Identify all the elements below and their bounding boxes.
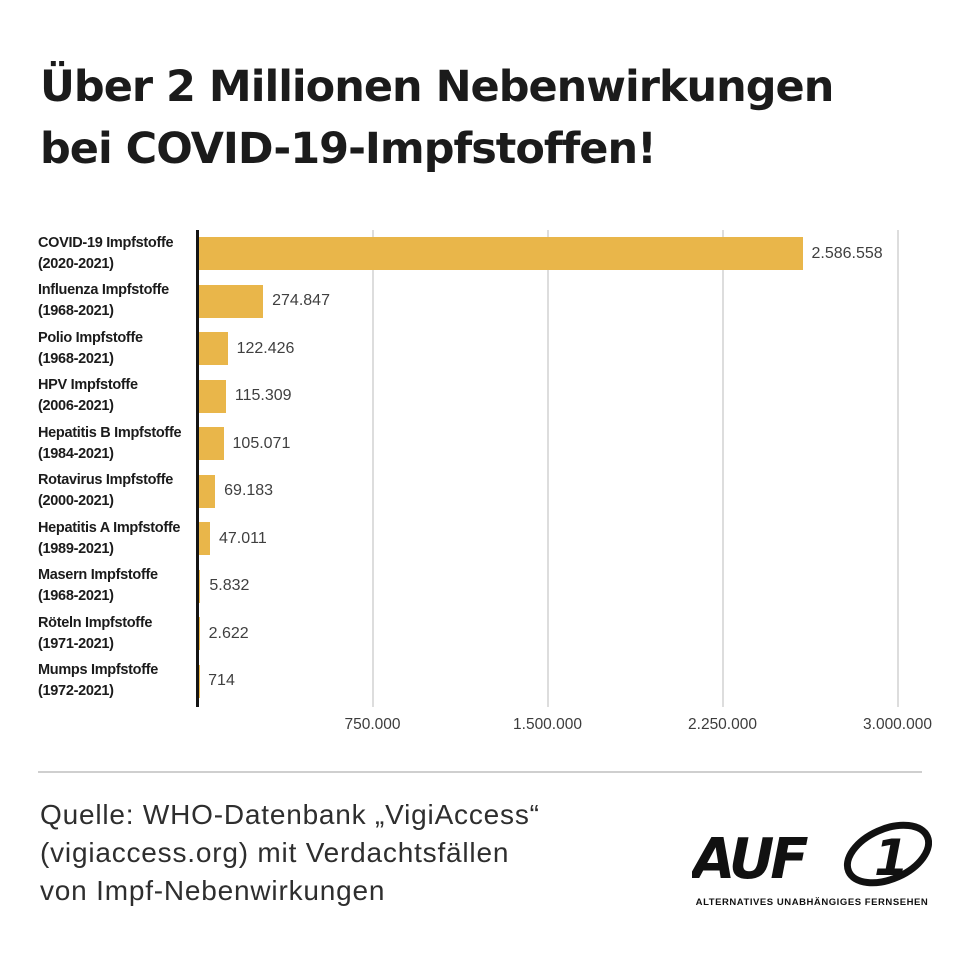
category-name: Hepatitis B Impfstoffe <box>38 424 182 441</box>
source-line-2: (vigiaccess.org) mit Verdachtsfällen <box>40 837 510 868</box>
chart-row: Röteln Impfstoffe (1971-2021) 2.622 <box>38 610 928 658</box>
category-label: Influenza Impfstoffe (1968-2021) <box>38 280 196 322</box>
value-label: 115.309 <box>234 387 292 405</box>
chart-row: Polio Impfstoffe (1968-2021) 122.426 <box>38 325 928 373</box>
value-label: 105.071 <box>232 434 291 452</box>
category-name: COVID-19 Impfstoffe <box>38 234 174 251</box>
category-name: Masern Impfstoffe <box>38 567 158 584</box>
value-label: 2.586.558 <box>811 244 883 262</box>
value-label: 122.426 <box>236 339 295 357</box>
bar <box>199 427 224 461</box>
plot-cell: 5.832 <box>196 563 928 611</box>
category-label: Röteln Impfstoffe (1971-2021) <box>38 613 196 655</box>
chart-row: Mumps Impfstoffe (1972-2021) 714 <box>38 658 928 706</box>
chart-row: Rotavirus Impfstoffe (2000-2021) 69.183 <box>38 468 928 516</box>
plot-cell: 2.586.558 <box>196 230 928 278</box>
category-name: Rotavirus Impfstoffe <box>38 472 173 489</box>
source-text: Quelle: WHO-Datenbank „VigiAccess“ (vigi… <box>40 796 540 910</box>
category-years: (2000-2021) <box>38 493 114 510</box>
chart-row: COVID-19 Impfstoffe (2020-2021) 2.586.558 <box>38 230 928 278</box>
category-name: HPV Impfstoffe <box>38 377 138 394</box>
category-name: Hepatitis A Impfstoffe <box>38 519 181 536</box>
category-label: Masern Impfstoffe (1968-2021) <box>38 565 196 607</box>
chart-row: Hepatitis B Impfstoffe (1984-2021) 105.071 <box>38 420 928 468</box>
category-years: (1968-2021) <box>38 303 114 320</box>
category-name: Röteln Impfstoffe <box>38 614 153 631</box>
category-label: Mumps Impfstoffe (1972-2021) <box>38 660 196 702</box>
category-label: Hepatitis A Impfstoffe (1989-2021) <box>38 518 196 560</box>
category-years: (2006-2021) <box>38 398 114 415</box>
chart-rows: COVID-19 Impfstoffe (2020-2021) 2.586.558 I… <box>38 230 928 705</box>
title-line-1: Über 2 Millionen Nebenwirkungen <box>40 62 834 112</box>
bar <box>199 569 201 603</box>
value-label: 274.847 <box>272 292 330 310</box>
bar <box>199 522 210 556</box>
category-years: (1971-2021) <box>38 635 114 652</box>
category-label: Rotavirus Impfstoffe (2000-2021) <box>38 470 196 512</box>
bar <box>199 237 803 271</box>
plot-cell: 69.183 <box>196 468 928 516</box>
gridline <box>896 230 899 707</box>
bar <box>199 332 228 366</box>
category-years: (2020-2021) <box>38 255 114 272</box>
x-axis-tick-label: 3.000.000 <box>863 716 932 733</box>
x-axis-tick-label: 1.500.000 <box>513 716 582 733</box>
plot-cell: 2.622 <box>196 610 928 658</box>
gridline <box>546 230 549 707</box>
x-axis-tick-label: 750.000 <box>344 716 401 733</box>
category-name: Polio Impfstoffe <box>38 329 143 346</box>
chart-row: Influenza Impfstoffe (1968-2021) 274.847 <box>38 278 928 326</box>
bar <box>199 474 216 508</box>
category-label: COVID-19 Impfstoffe (2020-2021) <box>38 233 196 275</box>
x-axis-tick-label: 2.250.000 <box>688 716 757 733</box>
value-label: 47.011 <box>218 529 267 547</box>
bar <box>199 284 264 318</box>
value-label: 69.183 <box>224 482 274 500</box>
plot-cell: 47.011 <box>196 515 928 563</box>
logo-number-1: 1 <box>874 829 909 887</box>
bar <box>199 617 200 651</box>
plot-cell: 105.071 <box>196 420 928 468</box>
plot-cell: 714 <box>196 658 928 706</box>
category-name: Influenza Impfstoffe <box>38 282 169 299</box>
page-title: Über 2 Millionen Nebenwirkungen bei COVI… <box>40 56 834 180</box>
value-label: 714 <box>208 672 235 690</box>
logo-subtitle: ALTERNATIVES UNABHÄNGIGES FERNSEHEN <box>695 897 929 908</box>
value-label: 5.832 <box>209 577 250 595</box>
category-label: Hepatitis B Impfstoffe (1984-2021) <box>38 423 196 465</box>
bar <box>199 379 226 413</box>
gridline <box>721 230 724 707</box>
plot-cell: 274.847 <box>196 278 928 326</box>
chart-row: HPV Impfstoffe (2006-2021) 115.309 <box>38 373 928 421</box>
category-label: HPV Impfstoffe (2006-2021) <box>38 375 196 417</box>
auf1-logo: AUF 1 ALTERNATIVES UNABHÄNGIGES FERNSEHE… <box>688 820 936 908</box>
title-line-2: bei COVID-19-Impfstoffen! <box>40 124 657 174</box>
source-line-3: von Impf-Nebenwirkungen <box>40 875 386 906</box>
auf1-logo-graphic: AUF 1 <box>692 821 932 892</box>
chart-row: Hepatitis A Impfstoffe (1989-2021) 47.011 <box>38 515 928 563</box>
gridline <box>371 230 374 707</box>
category-years: (1972-2021) <box>38 683 114 700</box>
category-years: (1984-2021) <box>38 445 114 462</box>
category-years: (1968-2021) <box>38 588 114 605</box>
value-label: 2.622 <box>208 624 249 642</box>
divider-line <box>38 771 922 773</box>
category-years: (1989-2021) <box>38 540 114 557</box>
auf-logo-word: AUF <box>692 827 808 892</box>
plot-cell: 115.309 <box>196 373 928 421</box>
bar-chart: COVID-19 Impfstoffe (2020-2021) 2.586.558 I… <box>38 230 932 740</box>
logo-ellipse <box>843 821 932 887</box>
y-axis-line <box>196 230 199 707</box>
category-name: Mumps Impfstoffe <box>38 662 159 679</box>
category-years: (1968-2021) <box>38 350 114 367</box>
plot-cell: 122.426 <box>196 325 928 373</box>
source-line-1: Quelle: WHO-Datenbank „VigiAccess“ <box>40 799 540 830</box>
category-label: Polio Impfstoffe (1968-2021) <box>38 328 196 370</box>
chart-row: Masern Impfstoffe (1968-2021) 5.832 <box>38 563 928 611</box>
